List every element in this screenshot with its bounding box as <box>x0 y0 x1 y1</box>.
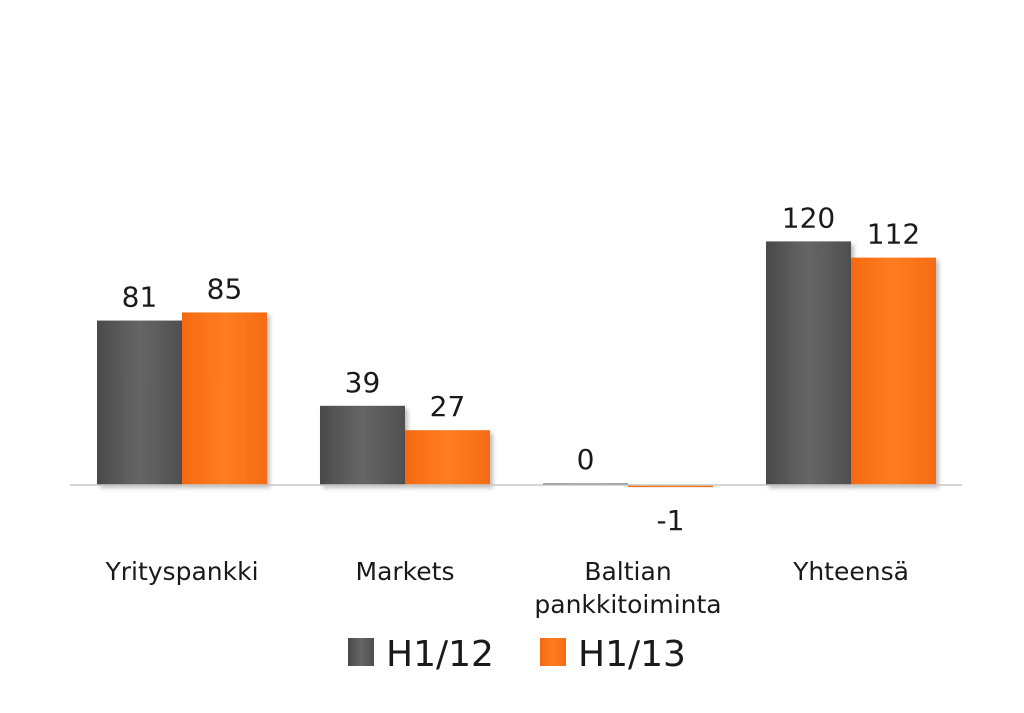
value-label-h1-12-3: 120 <box>782 201 835 234</box>
bar-h1-13-2 <box>628 485 713 488</box>
legend-label-h1-12: H1/12 <box>386 634 494 675</box>
value-label-h1-13-3: 112 <box>867 218 920 251</box>
bar-h1-13-1 <box>405 430 490 485</box>
legend-item-h1-13: H1/13 <box>540 634 686 675</box>
bar-h1-12-1 <box>320 405 405 485</box>
value-label-h1-12-1: 39 <box>345 366 381 399</box>
bar-h1-12-3 <box>766 241 851 485</box>
labels-layer: 81 39 0 120 85 27 -1 112 Yrityspankki Markets Balt… <box>104 201 920 619</box>
value-label-h1-13-1: 27 <box>430 390 466 423</box>
value-label-h1-12-2: 0 <box>577 443 595 476</box>
category-label-2: Baltian pankkitoiminta <box>534 557 721 619</box>
legend: H1/12 H1/13 <box>348 634 686 675</box>
category-label-0: Yrityspankki <box>104 557 258 586</box>
bar-h1-12-0 <box>97 320 182 485</box>
category-label-1: Markets <box>356 557 455 586</box>
bars-layer <box>97 241 936 488</box>
legend-label-h1-13: H1/13 <box>578 634 686 675</box>
bar-h1-13-3 <box>851 257 936 485</box>
legend-swatch-h1-13 <box>540 638 566 666</box>
category-label-3: Yhteensä <box>792 557 909 586</box>
value-label-h1-13-0: 85 <box>207 272 243 305</box>
legend-item-h1-12: H1/12 <box>348 634 494 675</box>
legend-swatch-h1-12 <box>348 638 374 666</box>
bar-h1-13-0 <box>182 312 267 485</box>
value-label-h1-12-0: 81 <box>122 281 158 314</box>
value-label-h1-13-2: -1 <box>657 504 685 537</box>
